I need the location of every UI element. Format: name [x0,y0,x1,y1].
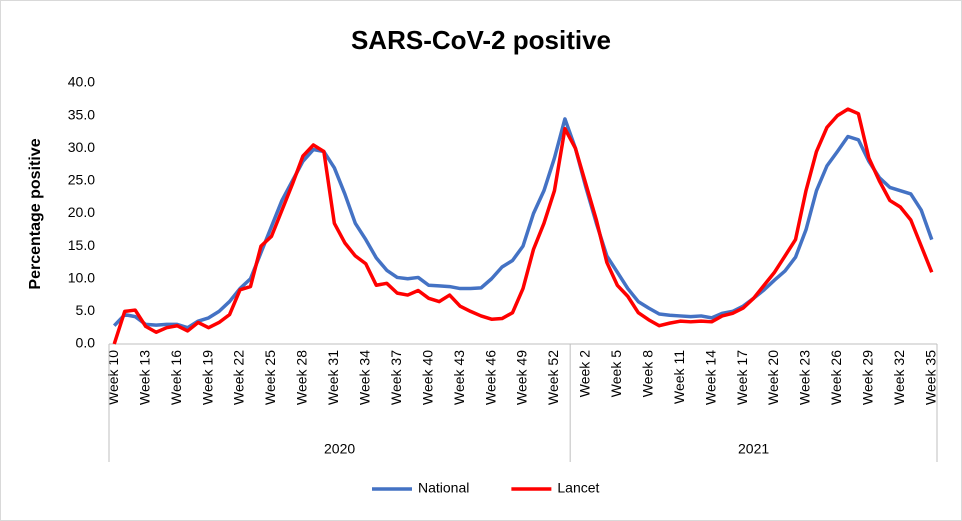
x-tick-label: Week 10 [105,350,121,405]
x-tick-label: Week 25 [262,350,278,405]
chart-title: SARS-CoV-2 positive [351,25,611,55]
x-tick-label: Week 5 [608,350,624,397]
y-tick-label: 30.0 [68,139,95,155]
group-label: 2020 [324,441,355,457]
x-tick-label: Week 19 [199,350,215,405]
y-tick-label: 40.0 [68,74,95,90]
x-tick-label: Week 8 [639,350,655,397]
x-tick-label: Week 52 [545,350,561,405]
x-tick-label: Week 40 [419,350,435,405]
x-tick-label: Week 16 [168,350,184,405]
x-tick-label: Week 13 [136,350,152,405]
y-tick-label: 25.0 [68,172,95,188]
x-tick-label: Week 34 [356,350,372,405]
x-tick-label: Week 28 [294,350,310,405]
x-tick-label: Week 43 [451,350,467,405]
x-tick-label: Week 22 [231,350,247,405]
x-tick-label: Week 35 [922,350,938,405]
x-tick-label: Week 37 [388,350,404,405]
line-series [112,107,934,345]
y-tick-label: 10.0 [68,269,95,285]
x-tick-label: Week 26 [828,350,844,405]
legend-label: National [418,480,469,496]
x-tick-label: Week 31 [325,350,341,405]
y-tick-label: 20.0 [68,204,95,220]
group-label: 2021 [738,441,769,457]
x-tick-label: Week 32 [891,350,907,405]
legend-label: Lancet [557,480,599,496]
x-tick-label: Week 11 [671,350,687,404]
x-tick-label: Week 20 [765,350,781,405]
x-tick-label: Week 17 [734,350,750,405]
x-tick-label: Week 49 [514,350,530,405]
y-tick-label: 5.0 [76,302,96,318]
y-axis-label: Percentage positive [27,138,44,289]
y-tick-label: 35.0 [68,106,95,122]
x-tick-label: Week 46 [482,350,498,405]
y-tick-label: 0.0 [76,335,96,351]
line-series [112,117,934,330]
x-tick-label: Week 23 [797,350,813,405]
x-tick-label: Week 2 [577,350,593,397]
y-tick-label: 15.0 [68,237,95,253]
x-tick-label: Week 29 [860,350,876,405]
x-tick-label: Week 14 [702,350,718,405]
